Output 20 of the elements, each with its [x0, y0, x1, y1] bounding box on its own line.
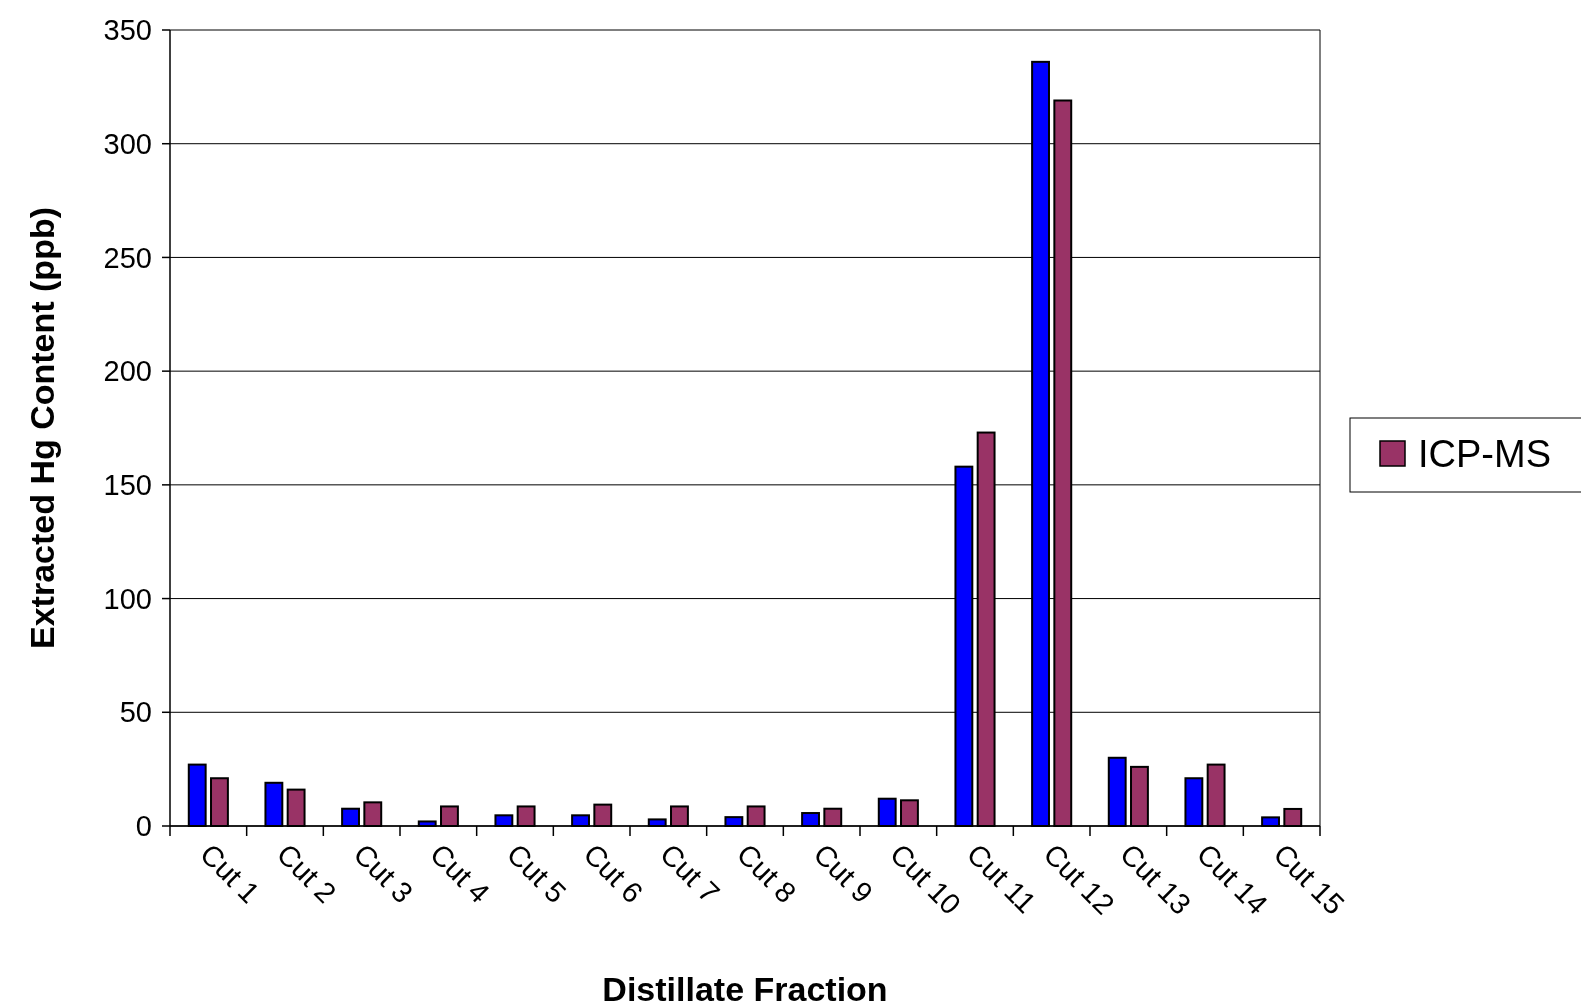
x-tick-label: Cut 5	[500, 837, 573, 910]
x-tick-label: Cut 8	[730, 837, 803, 910]
y-tick-label: 350	[103, 14, 152, 47]
y-tick-label: 100	[103, 582, 152, 615]
x-tick-label: Cut 1	[194, 837, 266, 910]
y-tick-label: 300	[103, 127, 152, 160]
x-tick-label: Cut 7	[654, 837, 726, 910]
y-axis-title: Extracted Hg Content (ppb)	[23, 207, 61, 649]
y-tick-label: 250	[103, 241, 152, 274]
y-tick-label: 200	[103, 355, 152, 388]
legend-label: ICP-MS	[1418, 433, 1551, 476]
x-tick-label: Cut 3	[347, 837, 420, 910]
x-axis-title: Distillate Fraction	[602, 970, 888, 1005]
x-tick-label: Cut 9	[807, 837, 880, 910]
x-tick-label: Cut 2	[270, 837, 343, 910]
y-tick-label: 50	[119, 696, 152, 729]
y-tick-label: 0	[135, 810, 152, 843]
x-tick-label: Cut 4	[424, 837, 496, 910]
x-tick-label: Cut 6	[577, 837, 650, 910]
y-tick-label: 150	[103, 469, 152, 502]
